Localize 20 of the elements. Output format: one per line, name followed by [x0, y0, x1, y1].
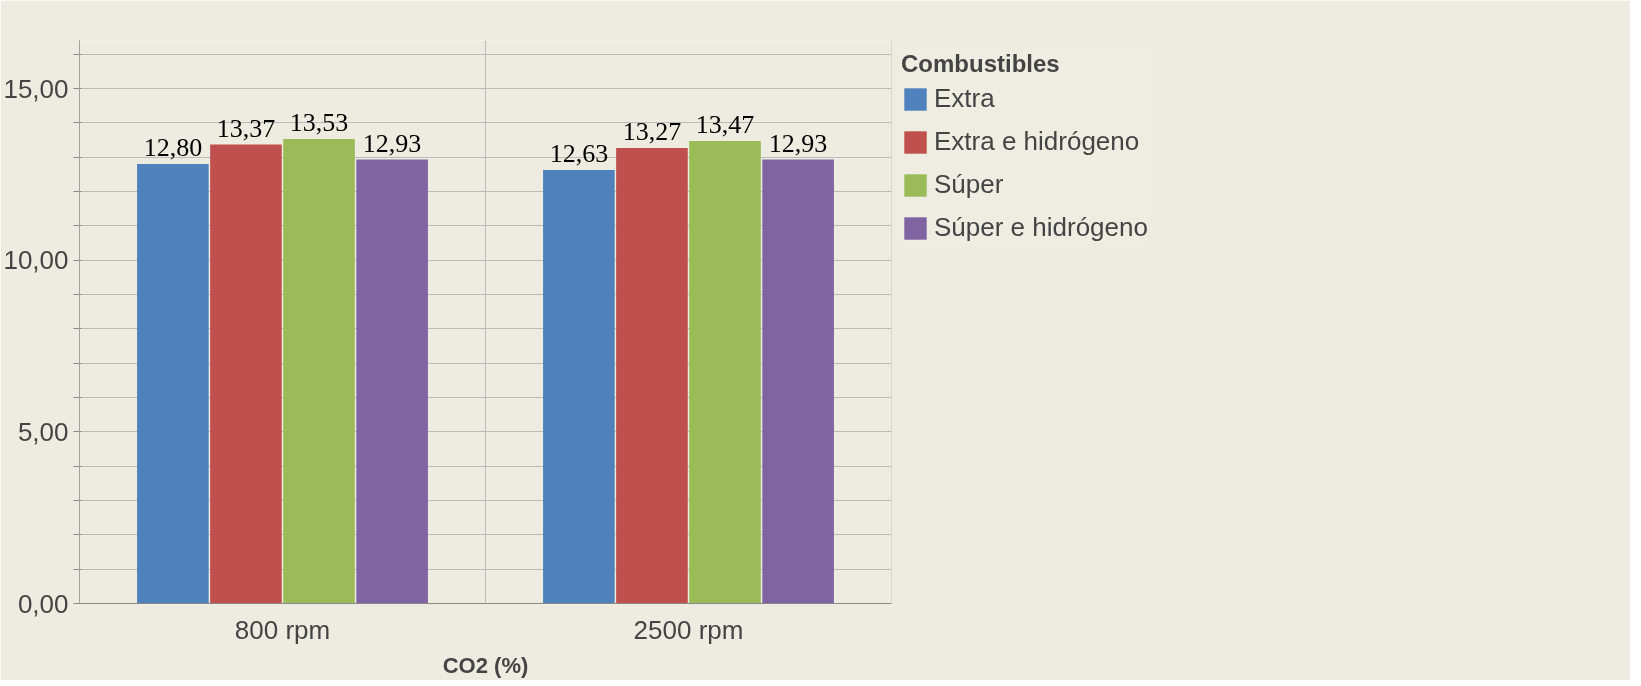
data-label: 13,53 — [289, 108, 349, 138]
data-label: 12,80 — [143, 133, 203, 163]
y-tick-label: 0,00 — [17, 588, 69, 619]
legend-title: Combustibles — [901, 50, 1061, 78]
legend-label: Súper — [934, 169, 1004, 200]
y-tick-label: 10,00 — [3, 245, 69, 276]
x-tick-label: 800 rpm — [234, 614, 331, 645]
x-axis-title: CO2 (%) — [442, 652, 529, 678]
legend-label: Extra e hidrógeno — [934, 126, 1140, 157]
data-label: 12,93 — [768, 128, 828, 158]
y-tick-label: 15,00 — [3, 73, 69, 104]
legend-label: Súper e hidrógeno — [934, 212, 1148, 243]
legend-label: Extra — [934, 83, 995, 114]
x-tick-label: 2500 rpm — [633, 614, 744, 645]
y-tick-label: 5,00 — [17, 416, 69, 447]
data-label: 13,47 — [695, 110, 755, 140]
data-label: 12,63 — [549, 138, 609, 168]
data-label: 12,93 — [362, 128, 422, 158]
data-label: 13,27 — [622, 116, 682, 146]
data-label: 13,37 — [216, 113, 276, 143]
